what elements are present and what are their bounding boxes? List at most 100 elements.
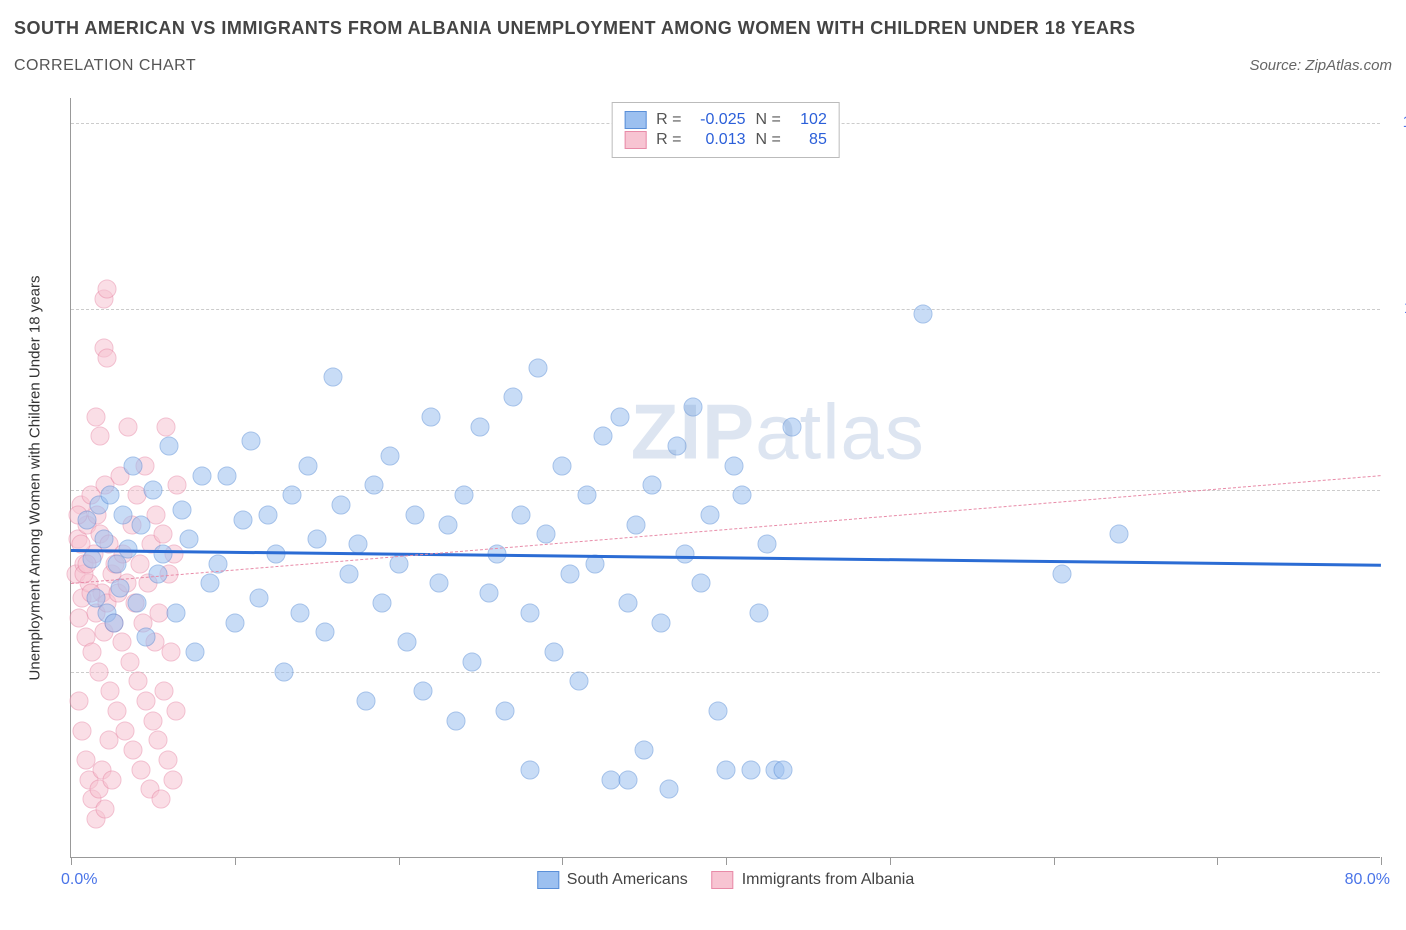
scatter-point	[635, 741, 654, 760]
chart-header: SOUTH AMERICAN VS IMMIGRANTS FROM ALBANI…	[0, 0, 1406, 75]
watermark: ZIPatlas	[631, 386, 925, 477]
scatter-point	[98, 280, 117, 299]
x-tick	[1217, 857, 1218, 865]
source-attribution: Source: ZipAtlas.com	[1249, 57, 1392, 74]
scatter-point	[137, 692, 156, 711]
scatter-point	[129, 672, 148, 691]
scatter-point	[594, 427, 613, 446]
x-tick	[726, 857, 727, 865]
plot-area: Unemployment Among Women with Children U…	[70, 98, 1380, 858]
n-label: N =	[756, 111, 781, 129]
scatter-point	[179, 530, 198, 549]
scatter-point	[438, 515, 457, 534]
scatter-point	[348, 535, 367, 554]
scatter-point	[667, 437, 686, 456]
scatter-point	[99, 731, 118, 750]
scatter-point	[512, 505, 531, 524]
scatter-point	[73, 721, 92, 740]
scatter-point	[651, 613, 670, 632]
scatter-point	[156, 417, 175, 436]
r-label: R =	[656, 131, 681, 149]
scatter-point	[430, 574, 449, 593]
scatter-point	[717, 760, 736, 779]
scatter-point	[741, 760, 760, 779]
scatter-point	[233, 510, 252, 529]
scatter-point	[528, 358, 547, 377]
scatter-point	[913, 304, 932, 323]
gridline-h	[71, 672, 1380, 673]
scatter-point	[124, 456, 143, 475]
scatter-point	[291, 603, 310, 622]
chart-title: SOUTH AMERICAN VS IMMIGRANTS FROM ALBANI…	[14, 18, 1392, 39]
scatter-point	[119, 417, 138, 436]
scatter-point	[446, 711, 465, 730]
series-name-1: Immigrants from Albania	[742, 871, 915, 889]
scatter-point	[610, 407, 629, 426]
n-value-0: 102	[791, 111, 827, 129]
scatter-point	[536, 525, 555, 544]
scatter-point	[148, 564, 167, 583]
series-legend: South Americans Immigrants from Albania	[537, 871, 914, 889]
legend-item-1: Immigrants from Albania	[712, 871, 915, 889]
scatter-point	[148, 731, 167, 750]
scatter-point	[107, 701, 126, 720]
scatter-point	[111, 579, 130, 598]
scatter-point	[495, 701, 514, 720]
scatter-point	[274, 662, 293, 681]
scatter-point	[733, 486, 752, 505]
scatter-point	[186, 643, 205, 662]
scatter-point	[659, 780, 678, 799]
scatter-point	[201, 574, 220, 593]
scatter-point	[152, 790, 171, 809]
y-tick-label: 11.2%	[1388, 300, 1406, 318]
x-tick	[562, 857, 563, 865]
swatch-series-1-bottom	[712, 871, 734, 889]
swatch-series-1	[624, 131, 646, 149]
scatter-point	[166, 603, 185, 622]
trend-line	[71, 476, 1381, 585]
scatter-point	[166, 701, 185, 720]
scatter-point	[299, 456, 318, 475]
scatter-point	[225, 613, 244, 632]
scatter-point	[94, 530, 113, 549]
scatter-point	[397, 633, 416, 652]
scatter-point	[332, 495, 351, 514]
subtitle-row: CORRELATION CHART Source: ZipAtlas.com	[14, 57, 1392, 75]
swatch-series-0	[624, 111, 646, 129]
r-value-1: 0.013	[692, 131, 746, 149]
scatter-point	[102, 770, 121, 789]
scatter-point	[405, 505, 424, 524]
scatter-point	[463, 652, 482, 671]
scatter-point	[782, 417, 801, 436]
scatter-point	[89, 662, 108, 681]
legend-row-series-0: R = -0.025 N = 102	[624, 111, 827, 129]
scatter-point	[364, 476, 383, 495]
scatter-point	[553, 456, 572, 475]
scatter-point	[381, 446, 400, 465]
scatter-point	[153, 525, 172, 544]
scatter-point	[692, 574, 711, 593]
scatter-point	[112, 633, 131, 652]
scatter-point	[324, 368, 343, 387]
scatter-point	[116, 721, 135, 740]
scatter-point	[340, 564, 359, 583]
x-axis-max-label: 80.0%	[1345, 871, 1390, 889]
scatter-point	[91, 427, 110, 446]
scatter-point	[114, 505, 133, 524]
scatter-point	[520, 603, 539, 622]
scatter-point	[307, 530, 326, 549]
y-tick-label: 3.8%	[1388, 663, 1406, 681]
scatter-point	[173, 500, 192, 519]
scatter-point	[356, 692, 375, 711]
scatter-point	[749, 603, 768, 622]
scatter-point	[155, 682, 174, 701]
scatter-point	[160, 437, 179, 456]
scatter-point	[561, 564, 580, 583]
scatter-point	[168, 476, 187, 495]
scatter-point	[132, 515, 151, 534]
swatch-series-0-bottom	[537, 871, 559, 889]
y-axis-label: Unemployment Among Women with Children U…	[27, 275, 44, 680]
scatter-point	[86, 407, 105, 426]
scatter-point	[124, 741, 143, 760]
legend-row-series-1: R = 0.013 N = 85	[624, 131, 827, 149]
